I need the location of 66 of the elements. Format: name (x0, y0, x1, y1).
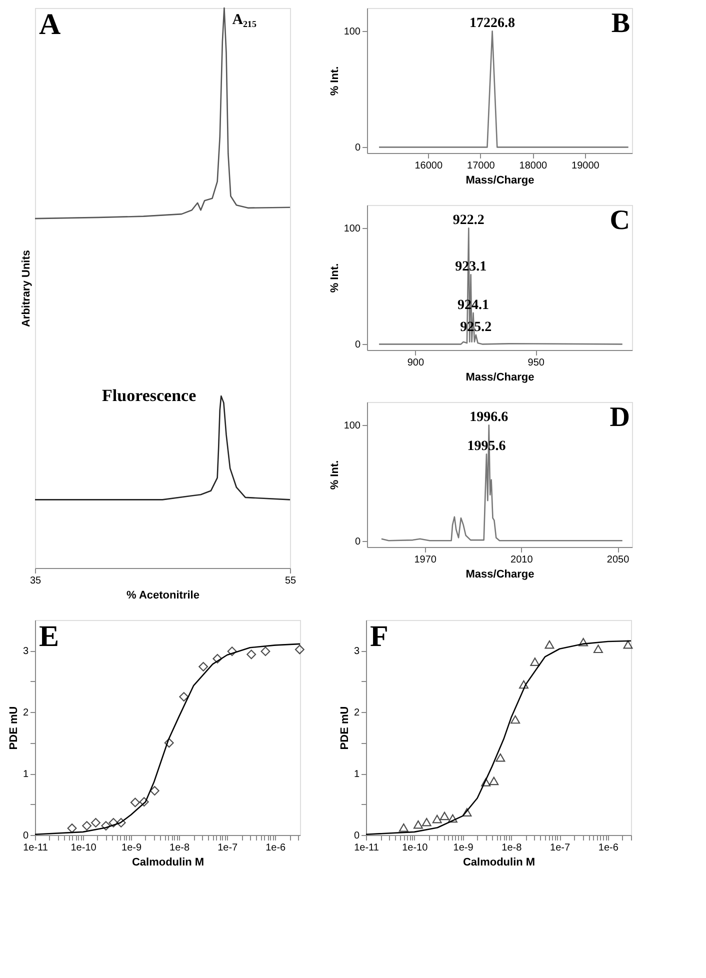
x-tick-label: 950 (528, 358, 545, 368)
x-tick-label: 55 (284, 576, 296, 586)
y-axis-title: % Int. (328, 263, 341, 293)
y-axis-title: % Int. (328, 460, 341, 490)
y-tick-label: 0 (354, 142, 361, 154)
y-axis-title: Arbitrary Units (20, 250, 32, 328)
annotation: 1996.6 (470, 410, 508, 426)
y-tick-label: 100 (344, 224, 361, 235)
x-axis-title: % Acetonitrile (126, 590, 200, 602)
x-tick-label: 1e-11 (23, 842, 48, 854)
y-tick-label: 0 (354, 536, 361, 548)
y-tick-label: 2 (354, 708, 360, 719)
y-tick-label: 0 (22, 830, 29, 842)
annotation: 17226.8 (470, 16, 516, 32)
x-tick-label: 2010 (510, 554, 534, 566)
x-tick-label: 1970 (414, 554, 437, 566)
y-axis-title: % Int. (328, 66, 341, 96)
series-label: Fluorescence (102, 386, 197, 406)
annotation: 925.2 (460, 320, 492, 335)
line-series (378, 228, 624, 345)
x-tick-label: 16000 (414, 160, 443, 172)
x-tick-label: 17000 (467, 160, 496, 172)
y-tick-label: 3 (354, 646, 360, 658)
line-series (380, 424, 624, 542)
x-tick-label: 900 (407, 358, 424, 368)
chart-title: C (610, 205, 630, 236)
y-tick-label: 3 (22, 646, 29, 658)
chart-title: D (610, 402, 630, 433)
x-axis-title: Mass/Charge (466, 372, 534, 384)
x-tick-label: 1e-6 (266, 842, 286, 854)
x-tick-label: 2050 (606, 554, 630, 566)
y-tick-label: 100 (344, 420, 361, 432)
annotation: 1995.6 (467, 439, 506, 454)
y-tick-label: 2 (22, 708, 29, 719)
annotation: 922.2 (452, 213, 484, 228)
y-tick-label: 1 (354, 769, 360, 780)
series-label: A₂₁₅ (232, 12, 258, 28)
annotation: 923.1 (455, 260, 487, 275)
chart-title: B (611, 8, 630, 39)
x-tick-label: 19000 (572, 160, 600, 172)
x-tick-label: 1e-9 (453, 842, 474, 854)
y-axis-title: PDE mU (338, 706, 351, 750)
y-tick-label: 0 (354, 830, 360, 842)
x-tick-label: 1e-9 (122, 842, 142, 854)
x-axis-title: Calmodulin M (462, 856, 536, 868)
annotation: 924.1 (457, 298, 489, 313)
x-tick-label: 1e-10 (402, 842, 428, 854)
x-tick-label: 35 (30, 576, 42, 586)
x-axis-title: Mass/Charge (466, 568, 534, 580)
x-tick-label: 1e-7 (218, 842, 238, 854)
x-tick-label: 1e-8 (502, 842, 522, 854)
y-tick-label: 1 (22, 769, 29, 780)
chart-title: F (370, 620, 388, 653)
x-axis-title: Mass/Charge (466, 174, 534, 186)
x-tick-label: 1e-10 (70, 842, 97, 854)
y-tick-label: 100 (344, 26, 361, 38)
x-tick-label: 1e-11 (354, 842, 380, 854)
x-tick-label: 18000 (519, 160, 548, 172)
x-tick-label: 1e-8 (170, 842, 190, 854)
chart-title: E (39, 620, 60, 653)
chart-title: A (39, 8, 61, 41)
x-axis-title: Calmodulin M (132, 856, 204, 868)
y-tick-label: 0 (354, 340, 361, 351)
y-axis-title: PDE mU (8, 706, 20, 750)
x-tick-label: 1e-7 (550, 842, 570, 854)
x-tick-label: 1e-6 (598, 842, 619, 854)
